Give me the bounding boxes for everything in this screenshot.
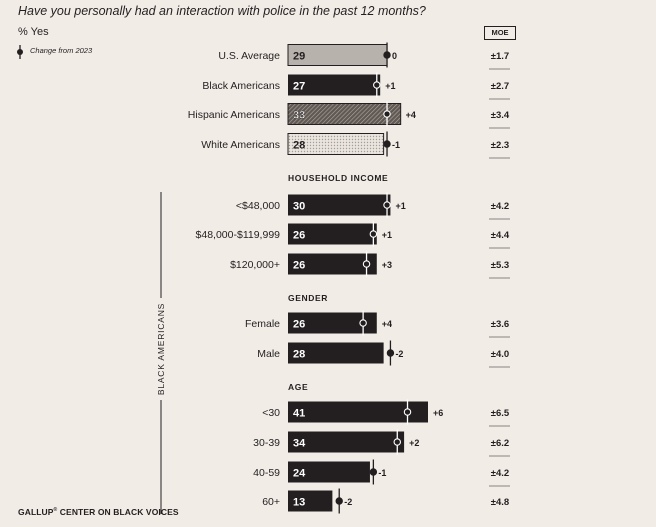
change-marker-u-s-average	[383, 42, 391, 68]
change-marker-hispanic-americans	[383, 101, 391, 127]
category-label-hispanic-americans: Hispanic Americans	[188, 109, 280, 121]
bar-female	[288, 312, 377, 334]
change-label-female: +4	[382, 319, 392, 329]
change-label-60: -2	[344, 497, 352, 507]
change-label-40-59: -1	[378, 468, 386, 478]
section-label-age: AGE	[288, 382, 308, 392]
value-label-u-s-average: 29	[293, 51, 305, 63]
bar-48-000-119-999	[288, 223, 377, 245]
group-label: BLACK AMERICANS	[156, 303, 166, 395]
moe-label-male: ±4.0	[491, 349, 509, 360]
change-marker-black-americans	[373, 72, 381, 98]
value-label-30: 41	[293, 408, 305, 420]
category-label-white-americans: White Americans	[201, 139, 280, 151]
value-label-40-59: 24	[293, 468, 306, 480]
moe-label-30-39: ±6.2	[491, 438, 509, 449]
moe-label-black-americans: ±2.7	[491, 81, 509, 92]
change-label-48-000-119-999: +1	[382, 230, 392, 240]
source-mark: ®	[53, 507, 58, 514]
value-label-60: 13	[293, 497, 305, 509]
category-label-female: Female	[245, 318, 280, 330]
bar-30	[288, 401, 428, 423]
change-marker-female	[359, 310, 367, 336]
change-marker-white-americans	[383, 131, 391, 157]
moe-label-120-000: ±5.3	[491, 260, 509, 271]
moe-label-female: ±3.6	[491, 319, 509, 330]
moe-label-hispanic-americans: ±3.4	[491, 110, 510, 121]
change-marker-male	[386, 340, 395, 366]
chart-title: Have you personally had an interaction w…	[18, 4, 426, 18]
bar-black-americans	[288, 74, 381, 96]
change-label-u-s-average: 0	[392, 51, 397, 61]
section-label-household-income: HOUSEHOLD INCOME	[288, 173, 388, 183]
change-label-male: -2	[395, 349, 403, 359]
category-label-120-000: $120,000+	[230, 259, 280, 271]
change-label-30: +6	[433, 408, 443, 418]
value-label-female: 26	[293, 319, 305, 331]
change-marker-40-59	[369, 459, 378, 485]
value-label-hispanic-americans: 33	[293, 110, 305, 122]
category-label-30: <30	[262, 407, 280, 419]
change-marker-48-000-119-999	[369, 221, 378, 247]
source-brand: GALLUP	[18, 507, 54, 517]
change-legend: Change from 2023	[16, 44, 156, 60]
bar-hispanic-americans	[287, 103, 402, 125]
category-label-40-59: 40-59	[253, 467, 280, 479]
change-label-48-000: +1	[395, 201, 405, 211]
value-label-48-000-119-999: 26	[293, 230, 305, 242]
black-americans-bracket: BLACK AMERICANS	[156, 192, 166, 514]
category-label-u-s-average: U.S. Average	[218, 50, 280, 62]
source-center-name: CENTER ON BLACK VOICES	[57, 507, 179, 517]
value-label-120-000: 26	[293, 260, 305, 272]
value-label-black-americans: 27	[293, 81, 305, 93]
moe-label-white-americans: ±2.3	[491, 140, 509, 151]
value-label-white-americans: 28	[293, 140, 305, 152]
bar-40-59	[288, 461, 370, 483]
moe-header: MOE	[484, 26, 516, 40]
change-label-white-americans: -1	[392, 140, 400, 150]
category-label-male: Male	[257, 348, 280, 360]
change-marker-60	[335, 488, 343, 514]
category-label-black-americans: Black Americans	[202, 80, 280, 92]
moe-label-48-000: ±4.2	[491, 201, 509, 212]
change-legend-label: Change from 2023	[30, 46, 93, 55]
bar-male	[288, 342, 384, 364]
change-label-hispanic-americans: +4	[406, 110, 416, 120]
moe-label-40-59: ±4.2	[491, 468, 509, 479]
change-legend-marker-icon	[17, 45, 23, 59]
value-label-48-000: 30	[293, 201, 305, 213]
bar-120-000	[288, 253, 377, 275]
change-marker-48-000	[383, 192, 391, 218]
section-label-gender: GENDER	[288, 293, 328, 303]
change-label-30-39: +2	[409, 438, 419, 448]
source-footer: GALLUP® CENTER ON BLACK VOICES	[18, 507, 179, 517]
category-label-48-000: <$48,000	[236, 200, 280, 212]
bar-30-39	[288, 431, 405, 453]
chart-subtitle: % Yes	[18, 26, 49, 38]
change-label-120-000: +3	[382, 260, 392, 270]
change-label-black-americans: +1	[385, 81, 395, 91]
category-label-48-000-119-999: $48,000-$119,999	[196, 229, 281, 241]
category-label-60: 60+	[262, 496, 280, 508]
moe-label-30: ±6.5	[491, 408, 510, 419]
change-marker-30	[403, 399, 412, 425]
value-label-male: 28	[293, 349, 305, 361]
moe-label-60: ±4.8	[491, 497, 509, 508]
category-label-30-39: 30-39	[253, 437, 280, 449]
change-marker-120-000	[362, 251, 371, 277]
moe-label-48-000-119-999: ±4.4	[491, 230, 510, 241]
bar-48-000	[288, 194, 391, 216]
change-marker-30-39	[393, 429, 402, 455]
value-label-30-39: 34	[293, 438, 306, 450]
moe-label-u-s-average: ±1.7	[491, 51, 509, 62]
bar-60	[288, 490, 333, 512]
